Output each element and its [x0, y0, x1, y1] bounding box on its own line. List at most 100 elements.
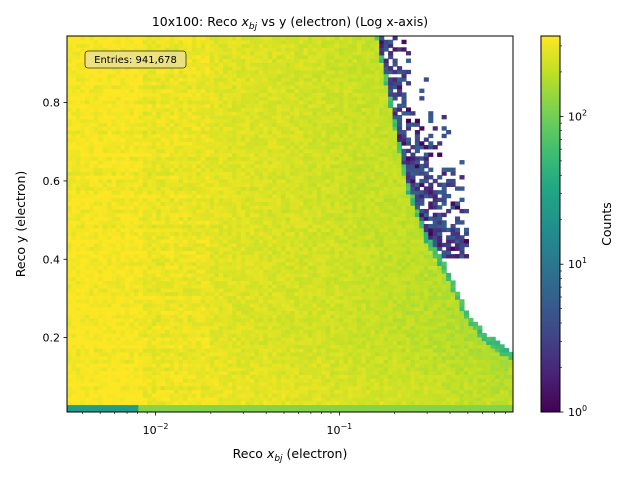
heatmap-cell — [93, 163, 99, 169]
heatmap-cell — [102, 103, 108, 109]
heatmap-cell — [254, 141, 260, 146]
heatmap-cell — [178, 212, 184, 218]
heatmap-cell — [249, 246, 255, 251]
heatmap-cell — [93, 348, 99, 353]
heatmap-cell — [169, 175, 175, 180]
heatmap-cell — [178, 182, 184, 187]
heatmap-cell — [93, 340, 99, 345]
heatmap-cell — [240, 148, 246, 154]
heatmap-cell — [249, 257, 255, 263]
heatmap-cell — [129, 366, 135, 372]
heatmap-cell — [227, 77, 233, 82]
heatmap-cell — [205, 197, 211, 203]
heatmap-cell — [214, 201, 220, 206]
heatmap-cell — [169, 81, 175, 86]
heatmap-cell — [169, 96, 175, 101]
heatmap-cell — [205, 96, 211, 101]
heatmap-cell — [182, 224, 189, 229]
heatmap-cell — [205, 404, 211, 409]
heatmap-cell — [120, 163, 126, 169]
heatmap-cell — [111, 92, 117, 97]
heatmap-cell — [102, 344, 108, 349]
heatmap-cell — [80, 329, 86, 334]
heatmap-cell — [98, 254, 104, 259]
heatmap-cell — [249, 224, 255, 229]
heatmap-cell — [116, 329, 122, 334]
heatmap-cell — [209, 287, 215, 293]
heatmap-cell — [147, 114, 153, 120]
heatmap-cell — [209, 242, 215, 248]
heatmap-cell — [191, 156, 197, 161]
heatmap-cell — [236, 163, 242, 169]
heatmap-cell — [93, 257, 99, 263]
heatmap-cell — [67, 96, 73, 101]
heatmap-cell — [165, 137, 171, 142]
heatmap-cell — [129, 227, 135, 233]
heatmap-cell — [236, 167, 242, 172]
heatmap-cell — [205, 107, 211, 112]
heatmap-cell — [165, 107, 171, 112]
heatmap-cell — [89, 280, 95, 285]
heatmap-cell — [236, 171, 242, 176]
heatmap-cell — [111, 272, 117, 278]
heatmap-cell — [272, 310, 278, 315]
heatmap-cell — [67, 250, 73, 255]
heatmap-cell — [272, 152, 278, 157]
heatmap-cell — [138, 385, 144, 391]
heatmap-cell — [151, 114, 157, 120]
heatmap-cell — [272, 88, 278, 93]
heatmap-cell — [182, 182, 189, 187]
heatmap-cell — [254, 111, 260, 116]
heatmap-cell — [258, 152, 264, 157]
heatmap-cell — [227, 366, 233, 372]
heatmap-cell — [169, 291, 175, 297]
heatmap-cell — [214, 276, 220, 281]
heatmap-cell — [160, 167, 166, 172]
heatmap-cell — [196, 344, 202, 349]
heatmap-cell — [285, 310, 291, 315]
heatmap-cell — [214, 314, 220, 319]
heatmap-cell — [89, 257, 95, 263]
heatmap-cell — [111, 36, 117, 41]
heatmap-cell — [129, 178, 135, 184]
heatmap-cell — [254, 396, 260, 402]
heatmap-cell — [147, 148, 153, 154]
heatmap-cell — [147, 276, 153, 281]
heatmap-cell — [249, 314, 255, 319]
heatmap-cell — [285, 92, 291, 97]
heatmap-cell — [111, 69, 117, 75]
heatmap-cell — [249, 88, 255, 93]
heatmap-cell — [285, 126, 291, 131]
heatmap-cell — [111, 39, 117, 45]
heatmap-cell — [147, 269, 153, 274]
heatmap-cell — [258, 130, 264, 135]
heatmap-cell — [281, 62, 287, 67]
heatmap-cell — [138, 287, 144, 293]
heatmap-cell — [165, 336, 171, 342]
heatmap-cell — [249, 302, 255, 308]
heatmap-cell — [102, 246, 108, 251]
heatmap-cell — [178, 96, 184, 101]
heatmap-cell — [263, 363, 269, 368]
heatmap-cell — [187, 152, 193, 157]
heatmap-cell — [272, 145, 278, 150]
heatmap-cell — [142, 36, 148, 41]
heatmap-cell — [67, 114, 73, 120]
heatmap-cell — [174, 295, 180, 300]
heatmap-cell — [285, 130, 291, 135]
heatmap-cell — [102, 351, 108, 357]
heatmap-cell — [124, 224, 131, 229]
heatmap-cell — [285, 77, 291, 82]
heatmap-cell — [214, 269, 220, 274]
heatmap-cell — [165, 88, 171, 93]
heatmap-cell — [227, 152, 233, 157]
heatmap-cell — [232, 318, 238, 323]
heatmap-cell — [281, 43, 287, 48]
heatmap-cell — [205, 208, 211, 214]
heatmap-cell — [240, 374, 246, 379]
heatmap-cell — [276, 291, 282, 297]
heatmap-cell — [187, 62, 193, 67]
heatmap-cell — [191, 366, 197, 372]
heatmap-cell — [182, 43, 189, 48]
heatmap-cell — [75, 114, 81, 120]
